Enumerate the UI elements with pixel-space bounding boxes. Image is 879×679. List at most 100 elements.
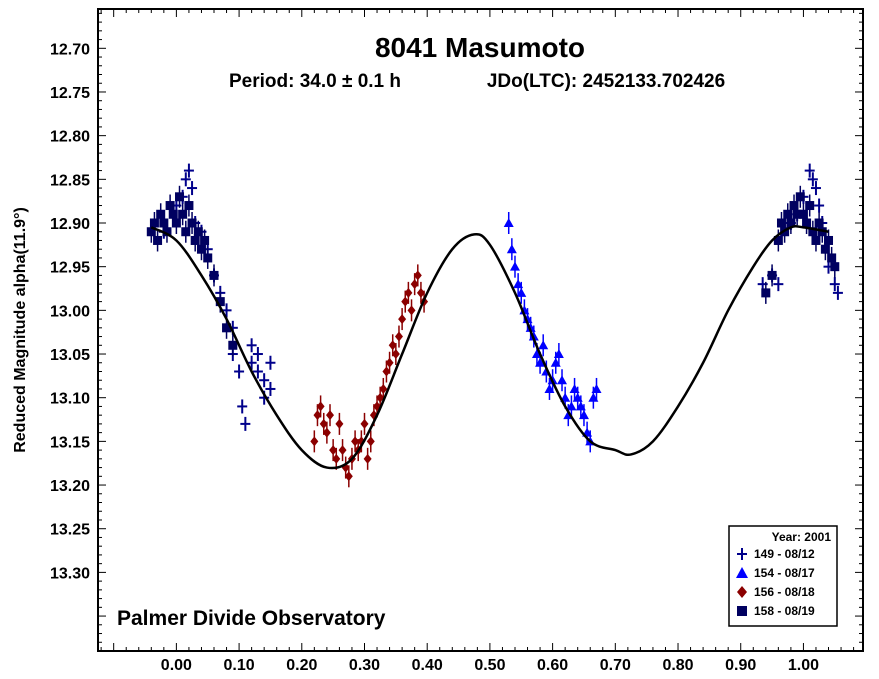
- legend-entry: 156 - 08/18: [737, 585, 815, 599]
- chart-title: 8041 Masumoto: [375, 32, 585, 63]
- data-point-square: [830, 255, 840, 278]
- data-point-square: [153, 229, 163, 252]
- data-point-square: [811, 229, 821, 252]
- data-point-square: [184, 194, 194, 217]
- data-point-cross: [265, 381, 276, 396]
- data-point-cross: [183, 163, 194, 178]
- data-point-triangle: [506, 238, 517, 261]
- legend-title: Year: 2001: [772, 530, 832, 544]
- legend-triangle-icon: [736, 567, 748, 578]
- observatory-label: Palmer Divide Observatory: [117, 607, 386, 630]
- y-tick-label: 13.20: [50, 478, 90, 495]
- data-point-triangle: [557, 369, 568, 392]
- data-point-cross: [240, 416, 251, 431]
- chart-subtitle-period: Period: 34.0 ± 0.1 h: [229, 71, 401, 92]
- data-point-diamond: [394, 325, 403, 348]
- y-tick-label: 12.90: [50, 216, 90, 233]
- legend-entry: 154 - 08/17: [736, 566, 815, 580]
- fit-curve: [150, 224, 829, 470]
- x-tick-label: 0.40: [412, 657, 443, 674]
- y-axis: 12.70 12.75 12.80 12.85 12.90 12.95 13.00 13.05…: [50, 12, 863, 643]
- data-point-cross: [814, 198, 825, 213]
- y-tick-label: 13.15: [50, 434, 90, 451]
- data-point-triangle: [566, 395, 577, 418]
- data-point-diamond: [376, 386, 385, 409]
- legend: Year: 2001 149 - 08/12 154 - 08/17 156 - 0…: [728, 525, 838, 627]
- y-tick-label: 13.05: [50, 347, 90, 364]
- data-point-square: [802, 212, 812, 234]
- data-point-cross: [246, 338, 257, 353]
- y-tick-label: 13.10: [50, 391, 90, 408]
- y-tick-label: 12.70: [50, 41, 90, 58]
- data-point-diamond: [351, 430, 360, 453]
- y-tick-label: 12.95: [50, 260, 90, 277]
- x-tick-label: 0.80: [662, 657, 693, 674]
- data-point-diamond: [366, 430, 375, 453]
- data-point-diamond: [398, 308, 407, 331]
- data-point-square: [795, 185, 805, 208]
- data-point-cross: [234, 364, 245, 379]
- series-layer: [146, 163, 843, 488]
- data-point-cross: [259, 373, 270, 388]
- data-point-triangle: [503, 212, 514, 234]
- data-point-cross: [237, 399, 248, 414]
- data-point-triangle: [553, 343, 564, 366]
- x-axis: 0.00 0.10 0.20 0.30 0.40 0.50 0.60 0.70 0.80 0.90…: [100, 9, 855, 674]
- data-point-cross: [252, 347, 263, 362]
- x-tick-label: 0.10: [224, 657, 255, 674]
- y-tick-label: 13.00: [50, 303, 90, 320]
- data-point-diamond: [319, 412, 328, 435]
- y-tick-label: 13.30: [50, 565, 90, 582]
- y-tick-label: 12.80: [50, 129, 90, 146]
- data-point-diamond: [382, 360, 391, 383]
- data-point-triangle: [516, 281, 527, 304]
- data-point-square: [187, 212, 197, 234]
- data-point-diamond: [313, 404, 322, 427]
- data-point-square: [824, 229, 834, 252]
- y-tick-label: 13.25: [50, 522, 90, 539]
- legend-entry: 158 - 08/19: [737, 604, 815, 618]
- data-point-square: [773, 229, 783, 252]
- data-point-square: [209, 264, 219, 287]
- x-tick-label: 0.30: [349, 657, 380, 674]
- x-tick-label: 0.00: [161, 657, 192, 674]
- data-point-cross: [804, 163, 815, 178]
- data-point-square: [162, 220, 172, 243]
- data-point-diamond: [316, 395, 325, 418]
- data-point-diamond: [388, 334, 397, 357]
- data-point-diamond: [391, 343, 400, 366]
- data-point-triangle: [509, 255, 520, 278]
- data-point-diamond: [363, 447, 372, 470]
- legend-entry: 149 - 08/12: [737, 547, 815, 561]
- data-point-triangle: [591, 377, 602, 400]
- data-point-diamond: [416, 281, 425, 304]
- data-point-square: [181, 220, 191, 243]
- data-point-cross: [807, 172, 818, 187]
- legend-box: [728, 525, 838, 627]
- data-point-square: [171, 212, 181, 234]
- data-point-diamond: [310, 430, 319, 453]
- data-point-cross: [829, 277, 840, 292]
- data-point-diamond: [385, 351, 394, 374]
- legend-entries: 149 - 08/12 154 - 08/17 156 - 08/18 158 - 0…: [736, 547, 815, 618]
- x-tick-label: 1.00: [788, 657, 819, 674]
- data-point-diamond: [344, 465, 353, 488]
- data-point-square: [805, 194, 815, 217]
- data-point-square: [178, 203, 188, 226]
- data-point-cross: [832, 285, 843, 300]
- x-tick-label: 0.50: [474, 657, 505, 674]
- data-point-cross: [810, 181, 821, 196]
- data-point-diamond: [326, 404, 335, 427]
- data-point-square: [149, 212, 159, 234]
- data-point-square: [761, 281, 771, 304]
- data-point-diamond: [322, 421, 331, 444]
- data-point-diamond: [332, 447, 341, 470]
- data-point-cross: [187, 181, 198, 196]
- x-tick-label: 0.20: [286, 657, 317, 674]
- data-point-diamond: [410, 273, 419, 296]
- legend-diamond-icon: [737, 586, 747, 598]
- data-point-square: [786, 212, 796, 234]
- data-point-diamond: [329, 439, 338, 462]
- data-point-square: [175, 185, 185, 208]
